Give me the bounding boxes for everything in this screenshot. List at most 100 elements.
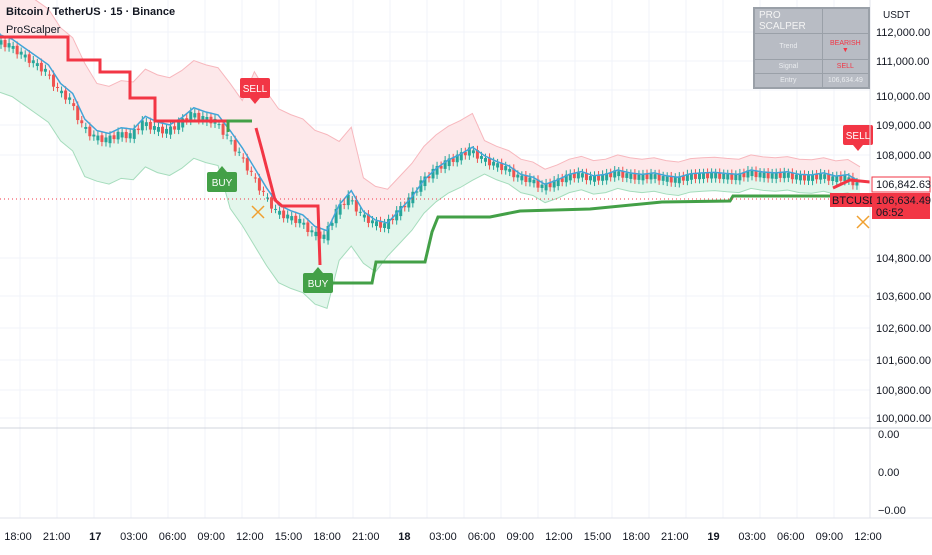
candle-body — [560, 178, 564, 182]
candle-body — [169, 126, 173, 135]
candle-body — [463, 151, 467, 156]
candle-body — [56, 86, 60, 88]
price-axis-label: 101,600.00 — [876, 355, 931, 367]
candle-body — [286, 214, 290, 219]
candle-body — [68, 97, 72, 100]
candle-body — [855, 182, 859, 186]
price-axis-label: 108,000.00 — [876, 150, 931, 162]
pro-scalper-panel: PRO SCALPER Trend BEARISH ▼ Signal SELL … — [753, 7, 870, 89]
currency-label: USDT — [883, 10, 911, 21]
candle-body — [120, 132, 124, 138]
candle-body — [665, 176, 669, 182]
time-axis-label: 18:00 — [622, 531, 650, 543]
candle-body — [128, 133, 132, 139]
candle-body — [730, 173, 734, 180]
candle-body — [185, 118, 189, 121]
price-axis-label: 109,000.00 — [876, 120, 931, 132]
candle-body — [290, 216, 294, 221]
candle-body — [193, 113, 197, 118]
candle-body — [778, 172, 782, 178]
candle-body — [19, 51, 23, 55]
candle-body — [524, 175, 528, 182]
price-axis-label: 111,000.00 — [876, 56, 929, 68]
candle-body — [702, 173, 706, 179]
signal-sell-marker[interactable] — [843, 125, 873, 145]
candle-body — [681, 176, 685, 181]
candle-body — [31, 60, 35, 64]
candle-body — [786, 172, 790, 178]
candle-body — [492, 161, 496, 166]
candle-body — [451, 158, 455, 162]
signal-buy-marker[interactable] — [207, 172, 237, 192]
candle-body — [342, 203, 346, 205]
candle-body — [443, 160, 447, 169]
candle-body — [459, 152, 463, 161]
candle-body — [722, 173, 726, 180]
candle-body — [746, 170, 750, 178]
candle-body — [47, 74, 51, 76]
candle-body — [338, 204, 342, 215]
signal-value: SELL — [821, 59, 870, 75]
candle-body — [197, 112, 201, 121]
candle-body — [439, 165, 443, 169]
candle-body — [274, 208, 278, 210]
candle-body — [831, 176, 835, 182]
candle-body — [354, 200, 358, 212]
candle-body — [3, 40, 7, 48]
current-price-text: 106,842.63 — [876, 179, 931, 191]
candle-body — [576, 171, 580, 179]
candle-body — [7, 43, 11, 48]
indicator-name[interactable]: ProScalper — [6, 24, 61, 36]
candle-body — [435, 166, 439, 175]
candle-body — [265, 197, 269, 199]
exit-cross-icon — [251, 205, 265, 219]
signal-buy-marker[interactable] — [303, 273, 333, 293]
candle-body — [689, 173, 693, 180]
candle-body — [673, 177, 677, 183]
candle-body — [508, 168, 512, 172]
time-axis-label: 03:00 — [738, 531, 766, 543]
candle-body — [358, 211, 362, 213]
time-axis-label: 09:00 — [507, 531, 535, 543]
time-axis-label: 09:00 — [197, 531, 225, 543]
candle-body — [758, 172, 762, 178]
candle-body — [629, 173, 633, 179]
signal-label: SELL — [846, 131, 871, 142]
candle-body — [140, 120, 144, 131]
candle-body — [334, 208, 338, 224]
candle-body — [431, 168, 435, 179]
candle-body — [742, 172, 746, 178]
candle-body — [379, 221, 383, 228]
time-axis-label: 21:00 — [352, 531, 380, 543]
candle-body — [88, 126, 92, 137]
candle-body — [322, 234, 326, 239]
time-axis-label: 18:00 — [4, 531, 32, 543]
candle-body — [726, 174, 730, 180]
candle-body — [827, 173, 831, 181]
candle-body — [104, 137, 108, 143]
candle-body — [593, 175, 597, 182]
candle-body — [270, 197, 274, 209]
candle-body — [839, 175, 843, 181]
candle-body — [173, 126, 177, 130]
candle-body — [835, 175, 839, 183]
candle-body — [298, 218, 302, 224]
symbol-title[interactable]: Bitcoin / TetherUS · 15 · Binance — [6, 6, 176, 18]
candle-body — [233, 140, 237, 152]
candle-body — [556, 178, 560, 187]
candle-body — [366, 214, 370, 223]
candle-body — [633, 173, 637, 180]
candle-body — [782, 172, 786, 179]
candle-body — [770, 173, 774, 179]
candle-body — [774, 172, 778, 179]
candle-body — [362, 214, 366, 218]
signal-sell-marker[interactable] — [240, 78, 270, 98]
panel-title: PRO SCALPER — [754, 8, 823, 34]
candle-body — [221, 123, 225, 135]
candle-body — [15, 45, 19, 55]
candle-body — [762, 172, 766, 179]
candle-body — [326, 226, 330, 241]
candle-body — [132, 128, 136, 139]
